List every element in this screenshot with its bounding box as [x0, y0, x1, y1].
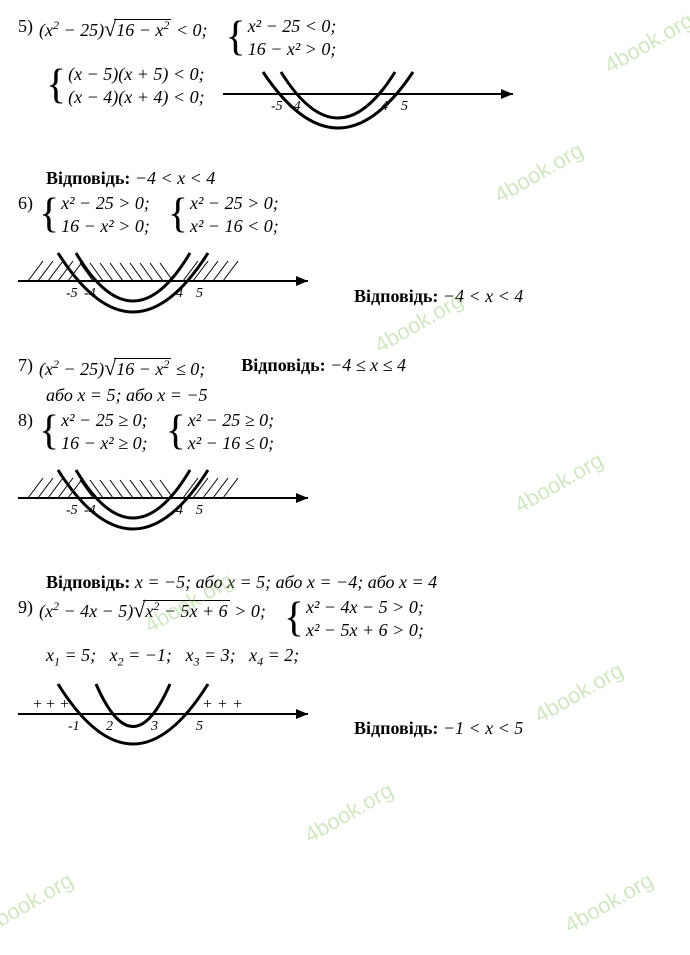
p8-sys2-b: x² − 16 ≤ 0;	[188, 433, 274, 454]
svg-text:-5: -5	[271, 99, 283, 114]
p8-sys2-a: x² − 25 ≥ 0;	[188, 410, 274, 431]
p6-system-1: { x² − 25 > 0; 16 − x² > 0;	[39, 193, 150, 237]
problem-6-line1: 6) { x² − 25 > 0; 16 − x² > 0; { x² − 25…	[18, 193, 672, 237]
svg-text:-4: -4	[84, 286, 96, 301]
p6-system-2: { x² − 25 > 0; x² − 16 < 0;	[168, 193, 279, 237]
watermark: 4book.org	[300, 777, 398, 848]
p5-number: 5)	[18, 16, 33, 37]
p5-diagram: -5 -4 4 5	[223, 64, 523, 164]
p9-expression: (x2 − 4x − 5)√x2 − 5x + 6 > 0;	[39, 597, 266, 623]
p5-expression: (x2 − 25)√16 − x2 < 0;	[39, 16, 208, 42]
svg-text:+: +	[218, 696, 227, 713]
problem-7-line1: 7) (x2 − 25)√16 − x2 ≤ 0; Відповідь: −4 …	[18, 355, 672, 381]
problem-9-line3: + + + + + + -1 2 3 5 Відповідь: −1 < x <…	[18, 674, 672, 784]
svg-text:+: +	[233, 696, 242, 713]
p6-sys1-a: x² − 25 > 0;	[61, 193, 150, 214]
watermark: 4book.org	[560, 867, 658, 938]
svg-text:4: 4	[176, 503, 183, 518]
svg-text:+: +	[60, 696, 69, 713]
p8-answer-label: Відповідь:	[46, 572, 130, 593]
p6-sys1-b: 16 − x² > 0;	[61, 216, 150, 237]
p8-answer-row: Відповідь: x = −5; або x = 5; або x = −4…	[18, 572, 672, 593]
svg-text:5: 5	[196, 503, 203, 518]
p7-expression: (x2 − 25)√16 − x2 ≤ 0;	[39, 355, 205, 381]
svg-text:-4: -4	[84, 503, 96, 518]
p8-diagram: -5 -4 4 5	[18, 458, 318, 568]
p6-sys2-b: x² − 16 < 0;	[190, 216, 279, 237]
svg-text:+: +	[33, 696, 42, 713]
svg-text:-5: -5	[66, 503, 78, 518]
problem-6-line2: -5 -4 4 5 Відповідь: −4 < x < 4	[18, 241, 672, 351]
svg-text:5: 5	[196, 719, 203, 734]
svg-text:5: 5	[196, 286, 203, 301]
p8-system-2: { x² − 25 ≥ 0; x² − 16 ≤ 0;	[166, 410, 275, 454]
p8-number: 8)	[18, 410, 33, 431]
p8-sys1-b: 16 − x² ≥ 0;	[61, 433, 147, 454]
p9-sys-a: x² − 4x − 5 > 0;	[306, 597, 424, 618]
svg-text:-4: -4	[289, 99, 301, 114]
svg-text:3: 3	[150, 719, 158, 734]
watermark: 4book.org	[0, 867, 78, 938]
p6-sys2-a: x² − 25 > 0;	[190, 193, 279, 214]
svg-text:4: 4	[176, 286, 183, 301]
p9-number: 9)	[18, 597, 33, 618]
p8-answer: x = −5; або x = 5; або x = −4; або x = 4	[135, 572, 437, 593]
svg-text:+: +	[203, 696, 212, 713]
p5-answer-row: Відповідь: −4 < x < 4	[18, 168, 672, 189]
problem-5-line1: 5) (x2 − 25)√16 − x2 < 0; { x² − 25 < 0;…	[18, 16, 672, 60]
p9-system: { x² − 4x − 5 > 0; x² − 5x + 6 > 0;	[284, 597, 424, 641]
p5-answer-label: Відповідь:	[46, 168, 130, 189]
p8-sys1-a: x² − 25 ≥ 0;	[61, 410, 147, 431]
p9-roots: x1 = 5; x2 = −1; x3 = 3; x4 = 2;	[46, 645, 299, 670]
svg-text:+: +	[46, 696, 55, 713]
p7-number: 7)	[18, 355, 33, 376]
problem-9-roots: x1 = 5; x2 = −1; x3 = 3; x4 = 2;	[18, 645, 672, 670]
problem-7-extra: або x = 5; або x = −5	[18, 385, 672, 406]
p6-answer: −4 < x < 4	[443, 286, 523, 307]
p5-answer: −4 < x < 4	[135, 168, 215, 189]
svg-text:4: 4	[381, 99, 388, 114]
p8-system-1: { x² − 25 ≥ 0; 16 − x² ≥ 0;	[39, 410, 148, 454]
p5-system-1: { x² − 25 < 0; 16 − x² > 0;	[226, 16, 337, 60]
p9-answer: −1 < x < 5	[443, 718, 523, 739]
problem-5-line2: { (x − 5)(x + 5) < 0; (x − 4)(x + 4) < 0…	[18, 64, 672, 164]
p6-number: 6)	[18, 193, 33, 214]
p5-sys1-a: x² − 25 < 0;	[248, 16, 337, 37]
p6-diagram: -5 -4 4 5	[18, 241, 318, 351]
p9-sys-b: x² − 5x + 6 > 0;	[306, 620, 424, 641]
svg-text:-5: -5	[66, 286, 78, 301]
p5-sys2-b: (x − 4)(x + 4) < 0;	[68, 87, 204, 108]
p6-answer-label: Відповідь:	[354, 286, 438, 307]
problem-8-diagram-row: -5 -4 4 5	[18, 458, 672, 568]
svg-text:2: 2	[106, 719, 113, 734]
p5-sys2-a: (x − 5)(x + 5) < 0;	[68, 64, 204, 85]
p5-system-2: { (x − 5)(x + 5) < 0; (x − 4)(x + 4) < 0…	[46, 64, 205, 108]
p7-answer: −4 ≤ x ≤ 4	[330, 355, 406, 376]
p7-extra-text: або x = 5; або x = −5	[46, 385, 208, 406]
p9-answer-label: Відповідь:	[354, 718, 438, 739]
svg-text:5: 5	[401, 99, 408, 114]
problem-8-line1: 8) { x² − 25 ≥ 0; 16 − x² ≥ 0; { x² − 25…	[18, 410, 672, 454]
svg-text:-1: -1	[68, 719, 80, 734]
problem-9-line1: 9) (x2 − 4x − 5)√x2 − 5x + 6 > 0; { x² −…	[18, 597, 672, 641]
p9-diagram: + + + + + + -1 2 3 5	[18, 674, 318, 784]
p7-answer-label: Відповідь:	[241, 355, 325, 376]
p5-sys1-b: 16 − x² > 0;	[248, 39, 337, 60]
